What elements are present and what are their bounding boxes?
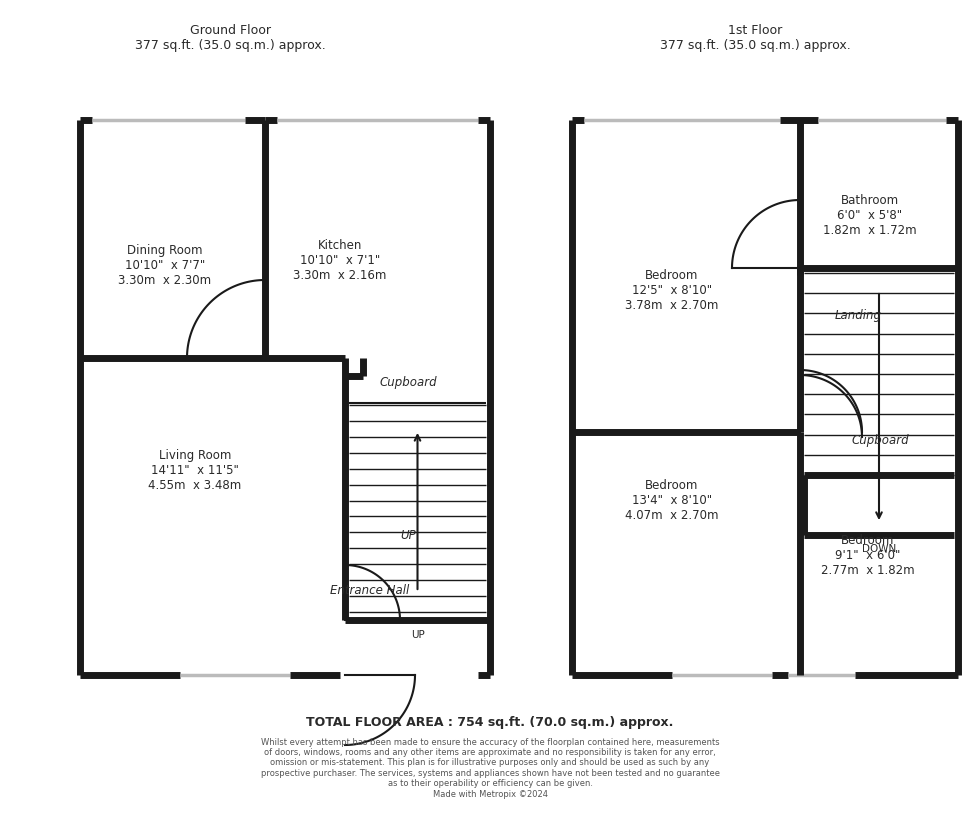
Text: Cupboard: Cupboard [379, 375, 437, 388]
Text: Living Room
14'11"  x 11'5"
4.55m  x 3.48m: Living Room 14'11" x 11'5" 4.55m x 3.48m [148, 448, 242, 491]
Text: Whilst every attempt has been made to ensure the accuracy of the floorplan conta: Whilst every attempt has been made to en… [261, 738, 719, 798]
Text: UP: UP [411, 630, 424, 640]
Text: Bedroom
13'4"  x 8'10"
4.07m  x 2.70m: Bedroom 13'4" x 8'10" 4.07m x 2.70m [625, 479, 718, 521]
Text: Ground Floor
377 sq.ft. (35.0 sq.m.) approx.: Ground Floor 377 sq.ft. (35.0 sq.m.) app… [134, 24, 325, 52]
Text: Dining Room
10'10"  x 7'7"
3.30m  x 2.30m: Dining Room 10'10" x 7'7" 3.30m x 2.30m [119, 243, 212, 286]
Text: UP: UP [400, 529, 416, 541]
Text: DOWN: DOWN [861, 544, 896, 554]
Text: TOTAL FLOOR AREA : 754 sq.ft. (70.0 sq.m.) approx.: TOTAL FLOOR AREA : 754 sq.ft. (70.0 sq.m… [307, 715, 673, 729]
Text: Entrance Hall: Entrance Hall [330, 583, 410, 597]
Text: Bathroom
6'0"  x 5'8"
1.82m  x 1.72m: Bathroom 6'0" x 5'8" 1.82m x 1.72m [823, 193, 917, 237]
Text: Cupboard: Cupboard [852, 433, 908, 447]
Text: Bedroom
9'1"  x 6'0"
2.77m  x 1.82m: Bedroom 9'1" x 6'0" 2.77m x 1.82m [821, 534, 914, 577]
Text: Landing: Landing [835, 309, 881, 321]
Text: Bedroom
12'5"  x 8'10"
3.78m  x 2.70m: Bedroom 12'5" x 8'10" 3.78m x 2.70m [625, 268, 718, 311]
Text: 1st Floor
377 sq.ft. (35.0 sq.m.) approx.: 1st Floor 377 sq.ft. (35.0 sq.m.) approx… [660, 24, 851, 52]
Text: Kitchen
10'10"  x 7'1"
3.30m  x 2.16m: Kitchen 10'10" x 7'1" 3.30m x 2.16m [293, 238, 387, 281]
